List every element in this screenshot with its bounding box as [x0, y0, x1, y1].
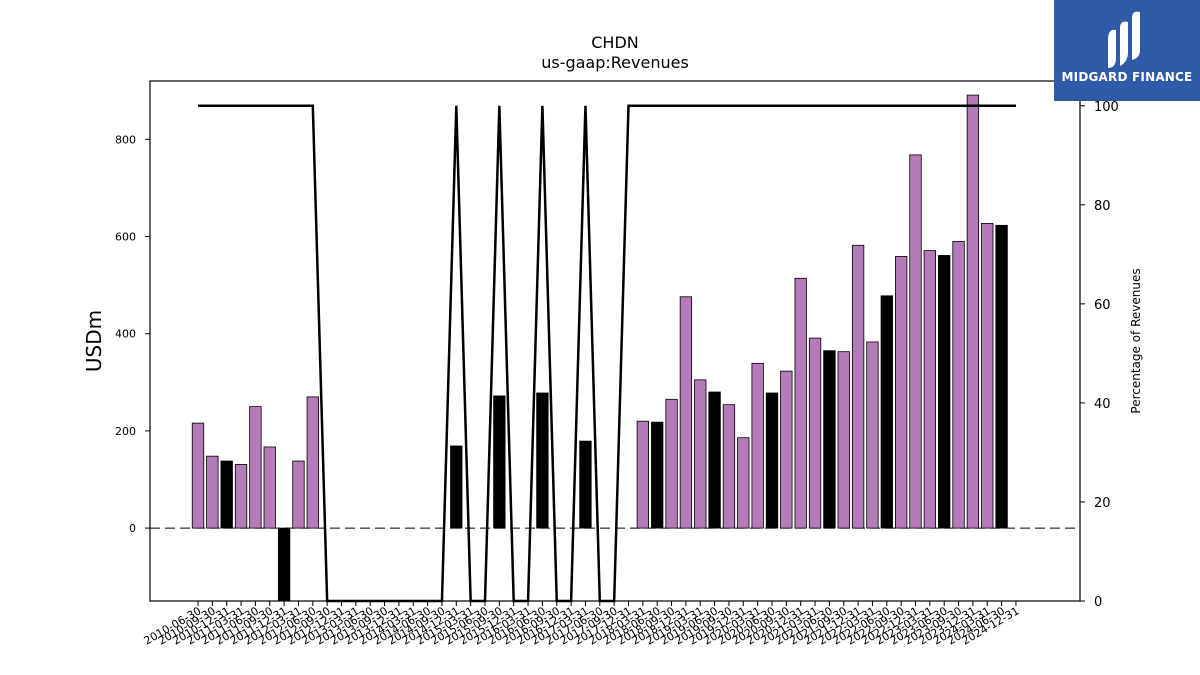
y-tick-label: 400	[115, 328, 136, 341]
bar	[206, 455, 219, 529]
bar	[493, 395, 506, 529]
bar	[306, 396, 319, 529]
bar	[765, 392, 779, 529]
bar	[694, 379, 707, 529]
bar	[722, 404, 736, 529]
bar	[966, 94, 980, 529]
y-tick-label: 200	[115, 425, 136, 438]
y2-tick-label: 40	[1094, 397, 1111, 412]
bar	[952, 240, 965, 529]
percentage-line	[198, 104, 1016, 603]
bar	[851, 244, 865, 529]
bar	[866, 341, 879, 529]
bar	[794, 277, 807, 529]
bar	[220, 460, 233, 529]
bar	[450, 445, 463, 529]
plot-frame	[149, 80, 1081, 602]
bar	[823, 350, 836, 529]
bar	[636, 420, 649, 529]
bar	[708, 391, 721, 529]
bar	[909, 154, 922, 529]
y-tick-label: 800	[115, 133, 136, 146]
y-tick-label: 0	[129, 522, 136, 535]
y2-tick-label: 80	[1094, 199, 1111, 214]
y2-tick-label: 60	[1094, 298, 1111, 313]
chart-title: CHDN	[591, 33, 639, 52]
y-tick-label: 600	[115, 231, 136, 244]
y2-tick-label: 20	[1094, 496, 1111, 511]
bar	[995, 224, 1008, 529]
bar	[981, 222, 994, 529]
bar	[923, 250, 936, 529]
bar	[579, 440, 592, 529]
y2-axis-label: Percentage of Revenues	[1129, 268, 1143, 413]
bar	[737, 437, 750, 529]
bar	[263, 446, 276, 529]
bar	[751, 362, 764, 529]
y2-tick-label: 0	[1094, 595, 1102, 610]
bar	[780, 370, 793, 529]
bar	[679, 296, 693, 529]
midgard-logo-icon	[1108, 11, 1140, 68]
chart-subtitle: us-gaap:Revenues	[541, 53, 689, 72]
y-axis-label: USDm	[82, 310, 106, 372]
logo-text: MIDGARD FINANCE	[1061, 70, 1193, 84]
bar	[665, 398, 678, 529]
bar	[292, 460, 305, 529]
bar	[938, 255, 951, 529]
bar	[277, 527, 291, 602]
bar	[651, 421, 664, 529]
bar	[536, 392, 549, 529]
bar	[837, 351, 850, 529]
bar	[249, 406, 262, 529]
bar	[895, 256, 908, 529]
bar	[191, 422, 205, 529]
midgard-finance-logo: MIDGARD FINANCE	[1054, 0, 1200, 101]
y2-tick-label: 100	[1094, 100, 1119, 115]
bar	[880, 295, 893, 529]
bar	[808, 337, 822, 529]
bar	[234, 464, 248, 529]
